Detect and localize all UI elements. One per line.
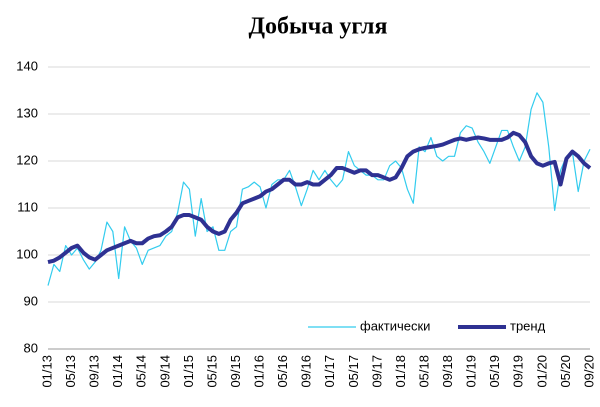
legend-label: фактически — [360, 318, 430, 333]
x-tick-label: 05/20 — [558, 355, 573, 388]
x-tick-label: 01/17 — [322, 355, 337, 388]
x-tick-label: 01/19 — [464, 355, 479, 388]
y-tick-label: 80 — [24, 340, 38, 355]
x-tick-label: 05/13 — [63, 355, 78, 388]
x-tick-label: 05/19 — [487, 355, 502, 388]
x-tick-label: 01/16 — [252, 355, 267, 388]
x-tick-label: 09/18 — [440, 355, 455, 388]
x-tick-label: 05/17 — [346, 355, 361, 388]
legend-label: тренд — [510, 318, 546, 333]
x-tick-label: 09/13 — [87, 355, 102, 388]
y-tick-label: 110 — [17, 199, 38, 214]
x-tick-label: 09/16 — [299, 355, 314, 388]
x-tick-label: 01/15 — [181, 355, 196, 388]
x-tick-label: 01/14 — [110, 355, 125, 388]
y-tick-label: 130 — [16, 105, 38, 120]
x-tick-label: 05/18 — [416, 355, 431, 388]
x-tick-label: 05/15 — [204, 355, 219, 388]
x-tick-label: 01/13 — [39, 355, 54, 388]
x-tick-label: 05/16 — [275, 355, 290, 388]
series-line — [47, 130, 592, 264]
y-tick-label: 90 — [24, 293, 38, 308]
x-tick-label: 01/20 — [534, 355, 549, 388]
y-tick-label: 100 — [16, 246, 38, 261]
series-line — [47, 92, 591, 286]
chart-title: Добыча угля — [249, 14, 388, 40]
x-tick-label: 09/14 — [157, 355, 172, 388]
x-tick-label: 01/18 — [393, 355, 408, 388]
x-tick-label: 05/14 — [134, 355, 149, 388]
x-tick-label: 09/17 — [369, 355, 384, 388]
x-tick-label: 09/20 — [581, 355, 596, 388]
x-tick-label: 09/15 — [228, 355, 243, 388]
y-tick-label: 140 — [16, 58, 38, 73]
x-tick-label: 09/19 — [511, 355, 526, 388]
y-tick-label: 120 — [16, 152, 38, 167]
